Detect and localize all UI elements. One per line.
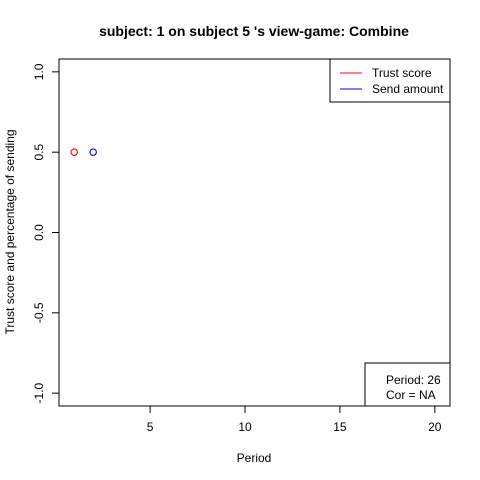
y-axis-label: Trust score and percentage of sending xyxy=(3,129,17,334)
legend-box xyxy=(329,58,451,103)
x-tick-label: 5 xyxy=(147,420,154,434)
data-point-send-amount xyxy=(89,148,97,156)
legend-label-send-amount: Send amount xyxy=(372,82,444,96)
chart-title: subject: 1 on subject 5 's view-game: Co… xyxy=(99,23,409,39)
legend: Trust score Send amount xyxy=(329,58,451,103)
x-tick-label: 15 xyxy=(333,420,347,434)
x-tick-label: 10 xyxy=(238,420,252,434)
y-tick-label: -1.0 xyxy=(32,382,46,403)
info-period: Period: 26 xyxy=(386,373,441,387)
data-point-trust-score xyxy=(70,148,78,156)
y-tick-label: 0.0 xyxy=(32,224,46,241)
info-box: Period: 26 Cor = NA xyxy=(364,362,451,407)
y-tick-label: 0.5 xyxy=(32,144,46,161)
info-box-frame xyxy=(364,362,451,407)
y-axis: -1.0 -0.5 0.0 0.5 1.0 xyxy=(32,63,60,403)
y-tick-label: 1.0 xyxy=(32,63,46,80)
legend-label-trust-score: Trust score xyxy=(372,66,432,80)
x-axis-label: Period xyxy=(237,451,272,465)
info-correlation: Cor = NA xyxy=(386,388,436,402)
data-points xyxy=(70,148,97,156)
y-tick-label: -0.5 xyxy=(32,302,46,323)
x-tick-label: 20 xyxy=(428,420,442,434)
